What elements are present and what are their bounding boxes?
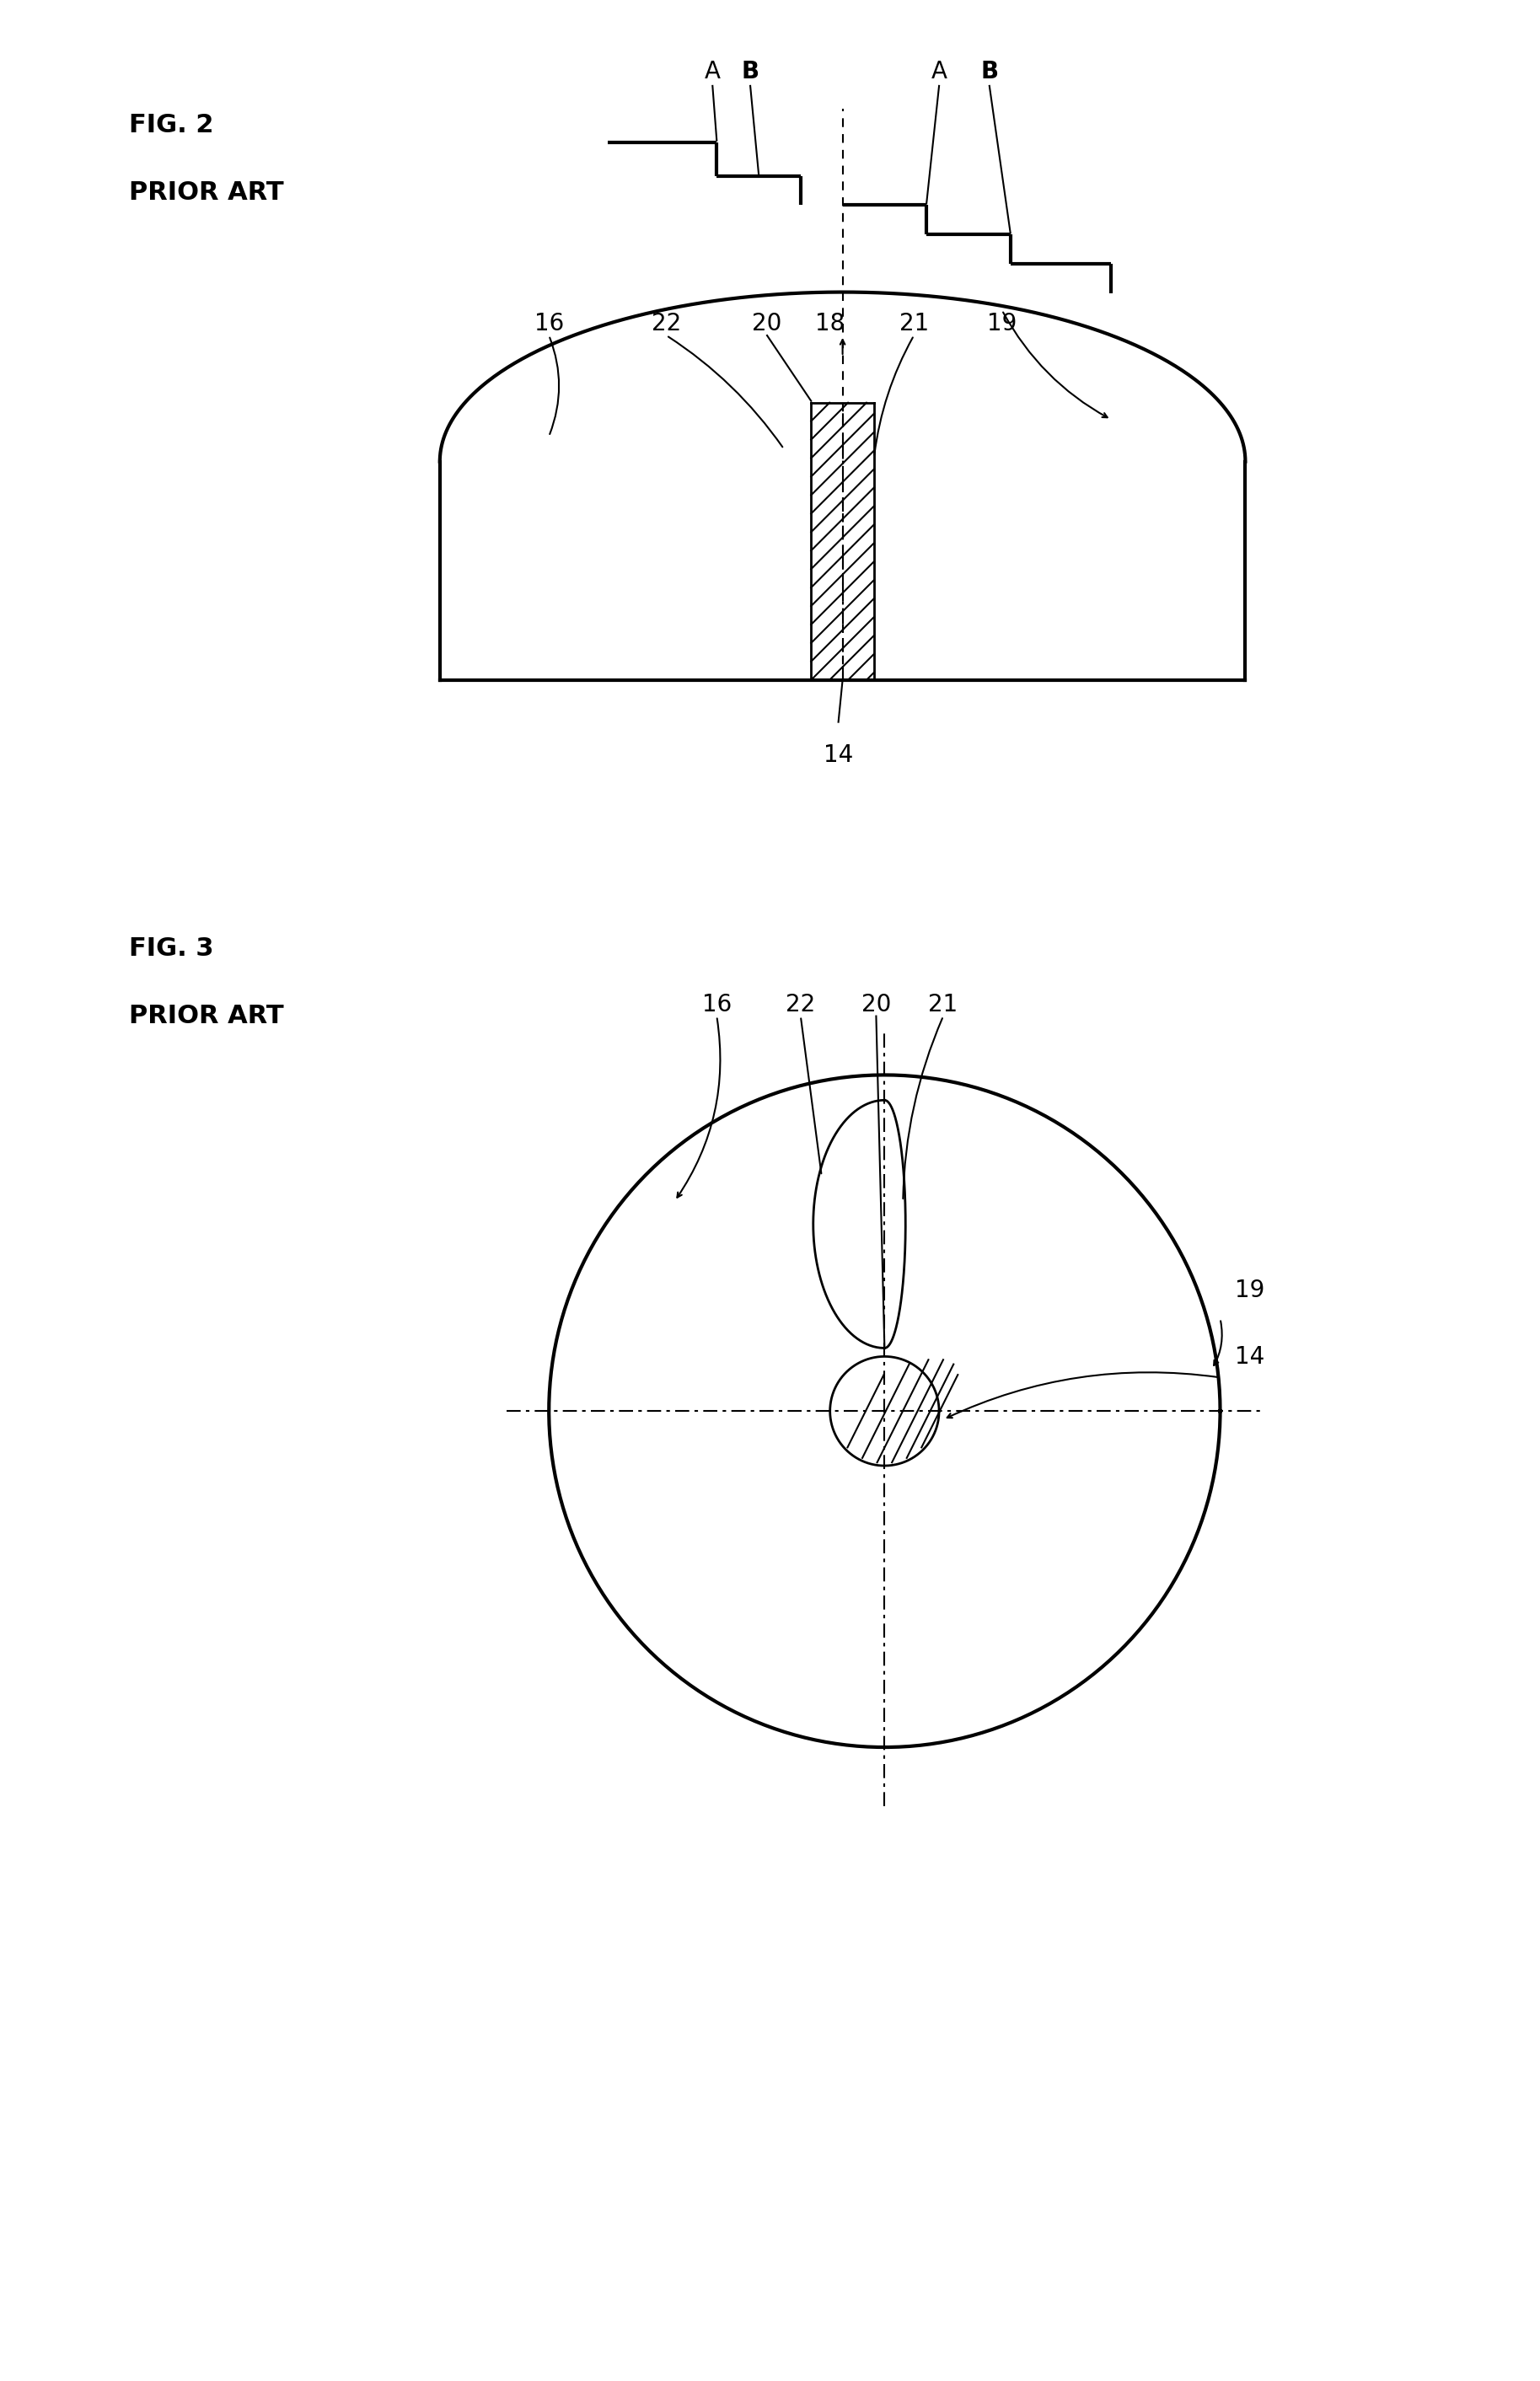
Text: 14: 14 — [824, 743, 853, 767]
Text: FIG. 2: FIG. 2 — [129, 114, 214, 138]
Text: 14: 14 — [1235, 1345, 1264, 1369]
Text: 19: 19 — [987, 312, 1016, 336]
Text: 18: 18 — [815, 312, 845, 336]
Text: 20: 20 — [861, 993, 892, 1017]
Text: 20: 20 — [752, 312, 782, 336]
Text: 21: 21 — [929, 993, 958, 1017]
Text: B: B — [981, 60, 998, 83]
Text: FIG. 3: FIG. 3 — [129, 936, 214, 962]
Text: A: A — [704, 60, 721, 83]
Text: B: B — [741, 60, 759, 83]
Text: 22: 22 — [651, 312, 681, 336]
Text: PRIOR ART: PRIOR ART — [129, 1005, 285, 1029]
Text: 22: 22 — [785, 993, 816, 1017]
Text: PRIOR ART: PRIOR ART — [129, 181, 285, 205]
Text: 19: 19 — [1235, 1279, 1264, 1302]
Text: 16: 16 — [534, 312, 564, 336]
Text: A: A — [932, 60, 947, 83]
Text: 16: 16 — [702, 993, 732, 1017]
Text: 21: 21 — [899, 312, 929, 336]
